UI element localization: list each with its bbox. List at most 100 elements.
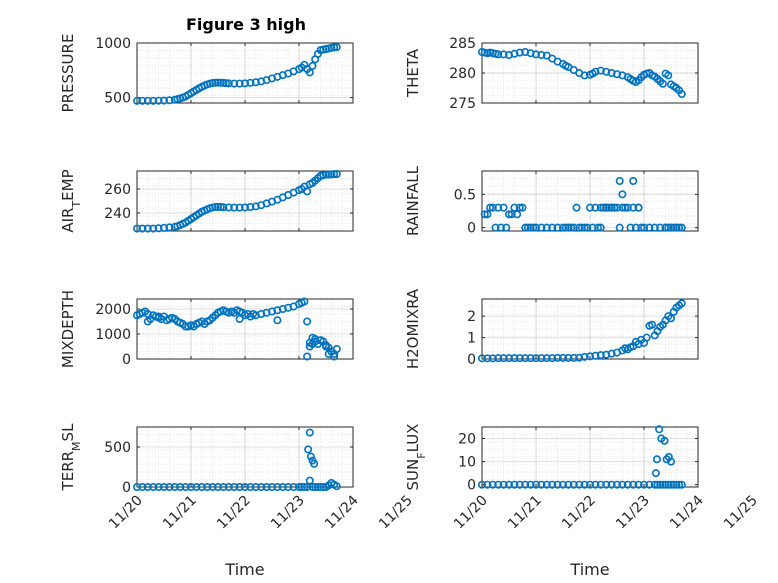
data-point xyxy=(561,223,570,232)
data-point xyxy=(154,96,163,105)
data-point xyxy=(294,482,303,491)
data-point xyxy=(494,354,503,363)
axes-7: 0 500 11/20 11/21 11/22 11/23 11/24 11/25 Time TE… xyxy=(59,423,416,579)
data-point xyxy=(311,482,320,491)
data-point xyxy=(222,79,231,88)
data-point xyxy=(610,203,619,212)
data-point xyxy=(675,223,684,232)
data-point xyxy=(507,210,516,219)
data-point xyxy=(332,43,341,52)
data-point xyxy=(230,482,239,491)
data-point xyxy=(521,354,530,363)
x-tick-label: 11/23 xyxy=(613,493,653,533)
data-point xyxy=(303,482,312,491)
data-point xyxy=(583,223,592,232)
data-point xyxy=(262,482,271,491)
data-point xyxy=(531,354,540,363)
data-point xyxy=(332,170,341,179)
x-tick-label: 11/23 xyxy=(268,493,308,533)
x-tick-label: 11/21 xyxy=(505,493,545,533)
data-point xyxy=(235,79,244,88)
data-point xyxy=(588,223,597,232)
y-axis-label: SUNFLUX xyxy=(404,424,428,491)
data-point xyxy=(658,79,667,88)
data-point xyxy=(273,482,282,491)
data-point xyxy=(219,203,228,212)
data-point xyxy=(664,71,673,80)
data-point xyxy=(639,223,648,232)
data-point xyxy=(208,482,217,491)
data-point xyxy=(143,96,152,105)
data-point xyxy=(488,480,497,489)
data-point xyxy=(564,353,573,362)
data-point xyxy=(133,224,142,233)
data-point xyxy=(224,79,233,88)
data-point xyxy=(192,482,201,491)
data-point xyxy=(491,223,500,232)
y-tick-label: 240 xyxy=(104,206,131,222)
y-tick-label: 1000 xyxy=(95,36,131,52)
data-point xyxy=(510,203,519,212)
data-point xyxy=(235,482,244,491)
data-point xyxy=(596,203,605,212)
data-point xyxy=(216,78,225,87)
data-point xyxy=(513,210,522,219)
data-point xyxy=(486,203,495,212)
data-point xyxy=(321,341,330,350)
data-point xyxy=(257,482,266,491)
data-point xyxy=(666,223,675,232)
data-point xyxy=(504,354,513,363)
data-point xyxy=(580,352,589,361)
data-point xyxy=(515,48,524,57)
data-point xyxy=(488,354,497,363)
data-point xyxy=(143,482,152,491)
x-tick-label: 11/20 xyxy=(106,493,146,533)
data-point xyxy=(165,96,174,105)
data-point xyxy=(477,480,486,489)
x-tick-label: 11/22 xyxy=(214,493,254,533)
x-axis-label: Time xyxy=(569,560,609,579)
data-point xyxy=(502,223,511,232)
data-point xyxy=(241,482,250,491)
data-point xyxy=(138,482,147,491)
data-point xyxy=(626,223,635,232)
data-point xyxy=(310,459,319,468)
data-point xyxy=(246,78,255,87)
data-point xyxy=(488,203,497,212)
data-point xyxy=(529,223,538,232)
y-axis-label: MIXDEPTH xyxy=(59,290,77,368)
data-point xyxy=(211,203,220,212)
data-point xyxy=(602,350,611,359)
data-point xyxy=(650,480,659,489)
data-point xyxy=(567,223,576,232)
x-tick-label: 11/22 xyxy=(559,493,599,533)
data-point xyxy=(149,482,158,491)
data-point xyxy=(197,482,206,491)
data-point xyxy=(176,482,185,491)
axes-2: 275 280 285 THETA xyxy=(404,36,699,112)
data-point xyxy=(133,482,142,491)
data-point xyxy=(558,480,567,489)
data-point xyxy=(515,354,524,363)
data-point xyxy=(499,480,508,489)
data-point xyxy=(580,223,589,232)
axes-4: 0 0.5 RAINFALL xyxy=(404,165,699,237)
data-point xyxy=(480,210,489,219)
data-point xyxy=(504,480,513,489)
data-point xyxy=(305,428,314,437)
data-point xyxy=(596,223,605,232)
data-point xyxy=(304,445,313,454)
y-tick-label: 260 xyxy=(104,182,131,198)
data-point xyxy=(618,480,627,489)
data-point xyxy=(575,223,584,232)
data-point xyxy=(306,452,315,461)
data-point xyxy=(526,354,535,363)
y-tick-label: 500 xyxy=(104,440,131,456)
data-point xyxy=(602,480,611,489)
data-point xyxy=(677,223,686,232)
data-point xyxy=(330,43,339,52)
y-axis-label: AIRTEMP xyxy=(59,169,83,232)
data-point xyxy=(564,223,573,232)
data-point xyxy=(612,203,621,212)
